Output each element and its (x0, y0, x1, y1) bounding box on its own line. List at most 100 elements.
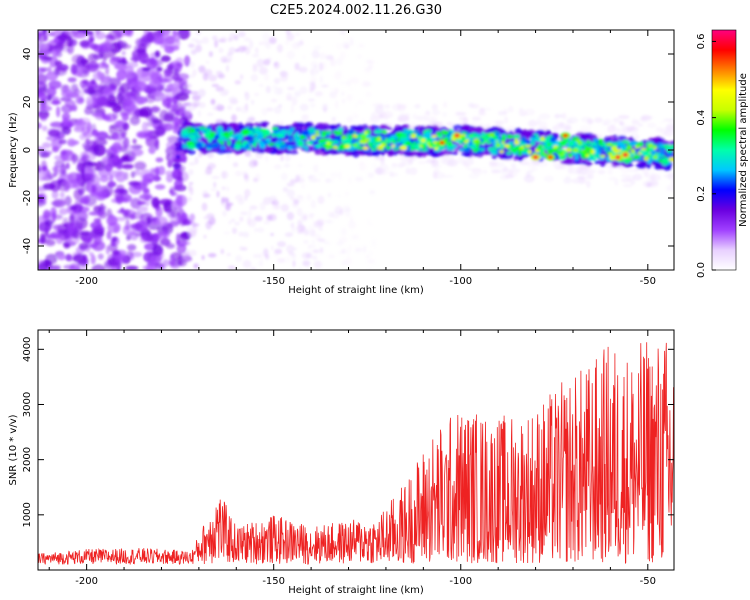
heatmap-cell (630, 148, 636, 154)
heatmap-cell (391, 144, 396, 148)
heatmap-cell (111, 132, 119, 141)
heatmap-cell (303, 214, 308, 219)
heatmap-cell (210, 188, 217, 192)
heatmap-cell (370, 162, 378, 168)
heatmap-cell (67, 77, 77, 83)
heatmap-cell (108, 30, 122, 41)
snr-series-line (38, 342, 674, 565)
heatmap-cell (506, 151, 512, 155)
heatmap-cell (510, 163, 517, 169)
heatmap-cell (258, 83, 264, 88)
heatmap-cell (491, 169, 501, 174)
heatmap-cell (190, 137, 196, 142)
heatmap-cell (247, 218, 257, 228)
heatmap-cell (234, 80, 242, 85)
heatmap-cell (89, 252, 94, 257)
heatmap-cell (166, 174, 174, 183)
heatmap-cell (38, 91, 47, 101)
heatmap-cell (348, 86, 354, 92)
heatmap-cell (155, 125, 166, 137)
heatmap-cell (253, 177, 258, 183)
heatmap-cell (653, 146, 657, 150)
heatmap-cell (218, 47, 224, 53)
heatmap-cell (208, 74, 217, 82)
heatmap-cell (641, 115, 652, 121)
heatmap-cell (536, 146, 542, 151)
heatmap-cell (222, 134, 229, 137)
heatmap-cell (311, 49, 320, 59)
heatmap-cell (228, 220, 232, 225)
heatmap-cell (151, 117, 160, 125)
heatmap-cell (70, 63, 78, 75)
heatmap-cell (53, 224, 65, 231)
heatmap-cell (83, 173, 96, 182)
heatmap-cell (243, 173, 249, 179)
heatmap-cell (38, 88, 46, 94)
heatmap-cell (53, 67, 67, 76)
heatmap-cell (344, 44, 350, 50)
heatmap-cell (198, 88, 206, 98)
heatmap-cell (243, 37, 251, 42)
heatmap-cell (646, 122, 657, 128)
heatmap-cell (222, 149, 233, 154)
heatmap-cell (151, 196, 160, 208)
heatmap-cell (502, 134, 506, 139)
heatmap-cell (189, 74, 195, 79)
heatmap-cell (447, 141, 453, 147)
heatmap-cell (612, 134, 618, 140)
heatmap-cell (69, 205, 78, 211)
heatmap-cell (400, 138, 407, 144)
heatmap-cell (258, 66, 268, 75)
heatmap-cell (466, 141, 470, 145)
heatmap-cell (75, 96, 85, 105)
heatmap-cell (137, 43, 147, 55)
heatmap-cell (181, 132, 190, 137)
heatmap-cell (232, 162, 239, 168)
heatmap-cell (151, 91, 165, 98)
heatmap-cell (54, 214, 63, 220)
heatmap-cell (486, 140, 492, 145)
heatmap-cell (396, 102, 402, 110)
heatmap-cell (566, 116, 579, 124)
heatmap-cell (223, 231, 231, 235)
heatmap-cell (71, 30, 80, 35)
heatmap-cell (529, 141, 536, 146)
heatmap-cell (162, 98, 173, 108)
heatmap-cell (270, 205, 279, 210)
heatmap-cell (386, 113, 392, 118)
heatmap-cell (284, 39, 290, 47)
heatmap-cell (235, 106, 241, 112)
heatmap-cell (341, 98, 346, 104)
heatmap-cell (176, 233, 181, 245)
heatmap-cell (335, 133, 339, 136)
heatmap-cell (256, 58, 265, 68)
heatmap-cell (148, 146, 156, 155)
heatmap-cell (313, 164, 319, 173)
heatmap-cell (322, 61, 327, 70)
heatmap-cell (328, 120, 338, 125)
heatmap-cell (333, 72, 342, 80)
heatmap-cell (358, 43, 365, 48)
heatmap-cell (228, 122, 237, 130)
heatmap-cell (621, 126, 632, 133)
heatmap-cell (116, 184, 125, 192)
heatmap-cell (56, 34, 71, 41)
heatmap-cell (292, 260, 296, 268)
heatmap-cell (121, 163, 134, 170)
heatmap-cell (312, 249, 320, 254)
heatmap-cell (254, 140, 263, 143)
heatmap-cell (99, 80, 107, 90)
heatmap-cell (606, 142, 613, 147)
heatmap-cell (242, 231, 250, 238)
heatmap-cell (273, 77, 281, 84)
heatmap-cell (452, 124, 463, 130)
heatmap-cell (596, 145, 601, 148)
heatmap-cell (235, 254, 243, 263)
heatmap-cell (45, 239, 56, 247)
heatmap-cell (287, 145, 292, 150)
heatmap-cell (226, 186, 230, 192)
colorbar-frame (711, 29, 737, 271)
heatmap-cell (221, 186, 226, 191)
heatmap-cell (410, 135, 417, 139)
heatmap-cell (59, 133, 65, 139)
